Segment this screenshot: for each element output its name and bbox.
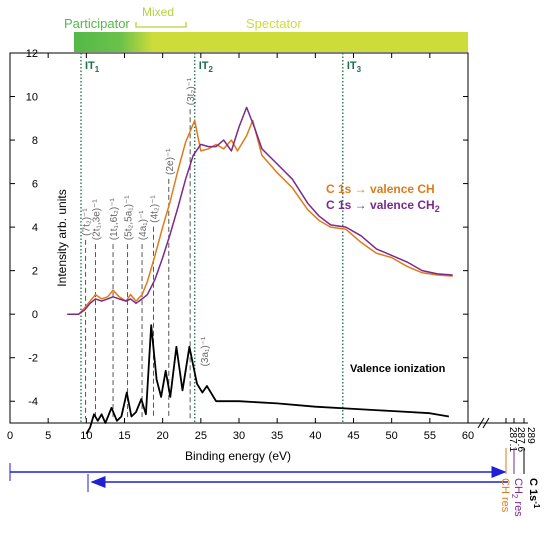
- legend-item-ch2: C 1s → valence CH2: [326, 198, 440, 214]
- x-tick-label: 25: [195, 430, 207, 442]
- orbital-label: (4a₁)⁻¹: [138, 210, 149, 240]
- x-tick-label: 10: [80, 430, 92, 442]
- series-line-3: [85, 324, 450, 435]
- resonance-labels: C 1s-1 CH2 res CH res: [499, 448, 541, 517]
- valence-ionization-label: Valence ionization: [350, 363, 446, 375]
- orbital-label: (3t₂)⁻¹: [186, 77, 197, 105]
- threshold-label: IT2: [199, 60, 214, 74]
- x-axis-label: Binding energy (eV): [185, 449, 291, 463]
- y-tick-labels: -4 -2 0 2 4 6 8 10 12: [10, 48, 468, 408]
- axis-break-mark: [482, 417, 490, 429]
- x-tick-label: 50: [386, 430, 398, 442]
- x-tick-label: 0: [7, 430, 13, 442]
- x-tick-label: 30: [233, 430, 245, 442]
- orbital-label: (3a₁)⁻¹: [200, 336, 211, 366]
- axis-break-mark: [477, 417, 485, 429]
- label-ch-res: CH res: [499, 478, 511, 513]
- x-tick-label: 60: [462, 430, 474, 442]
- y-tick-label: -4: [28, 396, 38, 408]
- orbital-label: (5t₂,5a₁)⁻¹: [124, 195, 135, 240]
- y-tick-label: 8: [32, 135, 38, 147]
- regime-label-mixed: Mixed: [142, 5, 174, 19]
- extension-tick-label: 289: [525, 427, 536, 444]
- regime-label-spectator: Spectator: [246, 16, 302, 31]
- x-tick-label: 5: [45, 430, 51, 442]
- y-tick-label: 2: [32, 266, 38, 278]
- orbital-label: (4t₂)⁻¹: [150, 195, 161, 223]
- series-line-1: [67, 119, 453, 315]
- x-tick-label: 45: [347, 430, 359, 442]
- x-tick-label: 40: [309, 430, 321, 442]
- y-tick-label: 4: [32, 222, 38, 234]
- y-tick-label: 10: [26, 92, 38, 104]
- legend-item-ch: C 1s → valence CH: [326, 182, 435, 196]
- regime-gradient-bar: [74, 32, 468, 52]
- regime-label-participator: Participator: [64, 16, 130, 31]
- threshold-label: IT1: [85, 60, 100, 74]
- y-tick-label: -2: [28, 353, 38, 365]
- series-layer: [67, 106, 453, 435]
- y-tick-label: 12: [26, 48, 38, 60]
- orbital-label: (1t₁,6t₂)⁻¹: [109, 198, 120, 241]
- y-axis-label: Intensity arb. units: [55, 189, 69, 286]
- x-tick-labels: 0 5 10 15 20 25 30 35 40 45 50 55 60: [7, 53, 474, 442]
- threshold-label: IT3: [347, 60, 362, 74]
- mixed-bracket: [135, 22, 187, 28]
- orbital-label: (2e)⁻¹: [165, 148, 176, 175]
- x-tick-label: 35: [271, 430, 283, 442]
- threshold-lines: IT1 IT2 IT3: [80, 53, 362, 423]
- series-line-2: [67, 106, 453, 315]
- orbital-label: (7t₂)⁻¹: [82, 208, 93, 236]
- orbital-markers: (7t₂)⁻¹(2t₁,3e)⁻¹ (1t₁,6t₂)⁻¹ (5t₂,5a₁)⁻¹(…: [82, 77, 211, 419]
- legend: C 1s → valence CH C 1s → valence CH2: [326, 182, 440, 214]
- energy-arrows: [9, 463, 508, 492]
- x-tick-label: 15: [118, 430, 130, 442]
- x-tick-label: 20: [157, 430, 169, 442]
- regime-bar: Participator Mixed Spectator: [64, 5, 468, 52]
- y-tick-label: 6: [32, 179, 38, 191]
- y-tick-label: 0: [32, 309, 38, 321]
- x-tick-label: 55: [424, 430, 436, 442]
- extension-tick-label: 287.6: [515, 427, 526, 452]
- extension-tick-label: 287.1: [507, 427, 518, 452]
- label-ch2-res: CH2 res: [510, 478, 524, 517]
- label-c1s: C 1s-1: [527, 478, 541, 509]
- orbital-label: (2t₁,3e)⁻¹: [91, 199, 102, 241]
